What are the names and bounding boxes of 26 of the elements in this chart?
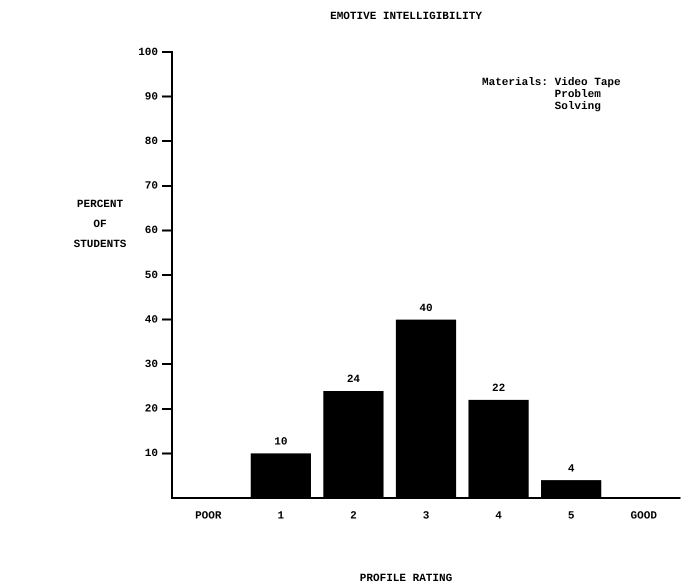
data-label: 22 xyxy=(492,383,506,396)
data-label: 4 xyxy=(568,463,575,476)
y-tick-label: 10 xyxy=(144,448,158,460)
x-tick-label: 4 xyxy=(495,510,502,522)
y-tick-label: 90 xyxy=(144,91,158,104)
data-label: 10 xyxy=(274,436,288,449)
x-tick-label: GOOD xyxy=(630,510,658,522)
x-tick-label: 5 xyxy=(568,510,575,522)
annotation: Materials: Video Tape Problem Solving xyxy=(482,76,622,113)
y-tick-label: 20 xyxy=(144,404,158,416)
x-tick-label: 2 xyxy=(350,510,357,522)
y-tick-label: 80 xyxy=(144,136,158,148)
x-tick-label: 1 xyxy=(278,510,285,522)
y-axis-title: PERCENT OF STUDENTS xyxy=(74,198,127,251)
y-tick-label: 30 xyxy=(144,358,158,371)
x-axis-title: PROFILE RATING xyxy=(360,572,453,585)
y-tick-label: 40 xyxy=(144,314,158,326)
data-label: 40 xyxy=(419,302,433,315)
x-tick-label: POOR xyxy=(195,510,222,522)
chart-title: EMOTIVE INTELLIGIBILITY xyxy=(330,10,482,23)
x-tick-label: 3 xyxy=(422,510,430,522)
y-tick-label: 70 xyxy=(144,180,158,193)
data-label: 24 xyxy=(346,374,360,386)
y-tick-label: 100 xyxy=(138,46,158,59)
y-tick-label: 60 xyxy=(144,225,158,238)
y-tick-label: 50 xyxy=(144,270,158,282)
